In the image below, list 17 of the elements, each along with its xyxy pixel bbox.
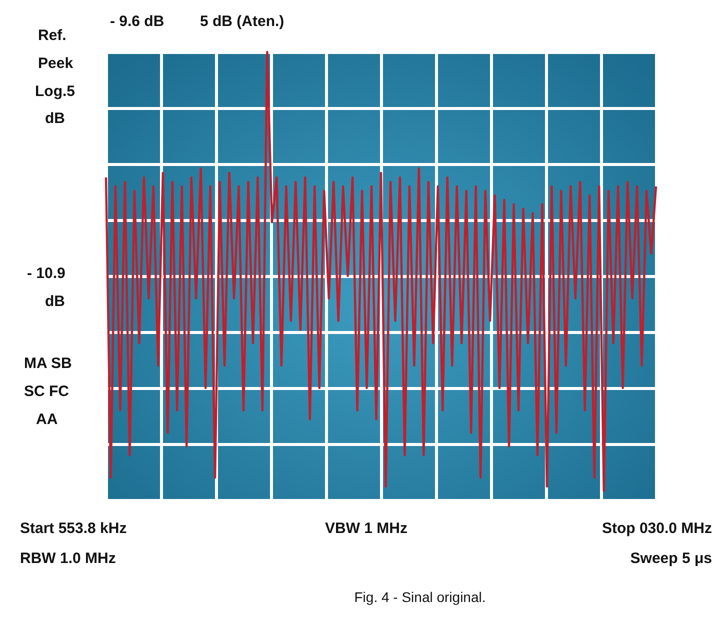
text: Start 553.8 kHz <box>20 520 127 537</box>
text: Peek <box>38 55 74 72</box>
text: Sweep 5 μs <box>630 550 712 567</box>
text: Log.5 <box>35 83 75 100</box>
text: dB <box>45 110 66 127</box>
text: Ref. <box>38 27 66 44</box>
text: - 10.9 <box>27 265 66 282</box>
text: dB <box>45 293 66 310</box>
text: AA <box>36 411 58 428</box>
caption: Fig. 4 - Sinal original. <box>354 589 486 605</box>
text: - 9.6 dB <box>110 13 164 30</box>
text: VBW 1 MHz <box>325 520 408 537</box>
text: Stop 030.0 MHz <box>602 520 712 537</box>
text: MA SB <box>24 355 72 372</box>
text: 5 dB (Aten.) <box>200 13 284 30</box>
text: RBW 1.0 MHz <box>20 550 116 567</box>
text: SC FC <box>24 383 70 400</box>
